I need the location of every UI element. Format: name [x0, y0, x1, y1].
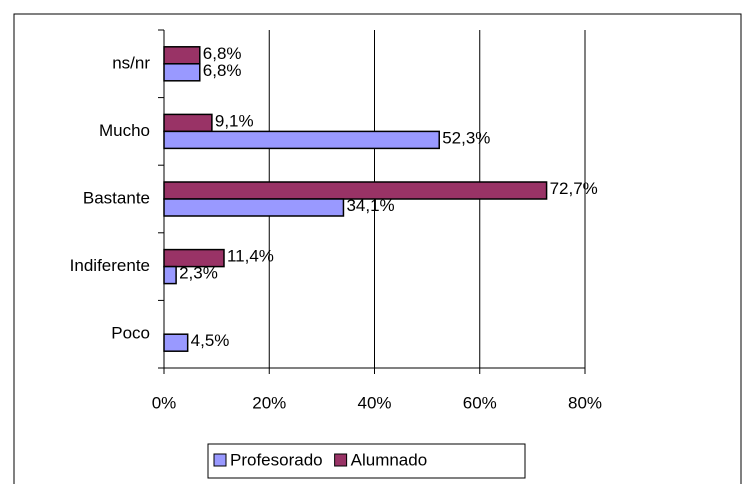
bar — [163, 265, 177, 285]
legend-label: Alumnado — [351, 450, 428, 469]
legend-label: Profesorado — [230, 450, 323, 469]
legend-swatch — [334, 453, 348, 467]
data-label: 52,3% — [442, 128, 490, 147]
data-label: 6,8% — [203, 44, 242, 63]
y-tick-label: Mucho — [99, 121, 150, 140]
y-tick-label: ns/nr — [112, 53, 150, 72]
data-label: 4,5% — [191, 331, 230, 350]
x-tick-label: 60% — [463, 393, 497, 412]
data-label: 6,8% — [203, 61, 242, 80]
data-label: 2,3% — [179, 264, 218, 283]
data-label: 72,7% — [550, 179, 598, 198]
bar — [163, 63, 201, 82]
data-label: 9,1% — [215, 111, 254, 130]
data-label: 34,1% — [346, 196, 394, 215]
y-tick-label: Indiferente — [70, 256, 150, 275]
legend-swatch — [213, 453, 227, 467]
legend-box — [207, 443, 526, 479]
bar — [163, 333, 189, 352]
y-tick-label: Poco — [111, 324, 150, 343]
x-tick-label: 0% — [152, 393, 177, 412]
x-tick-label: 40% — [357, 393, 391, 412]
x-tick-label: 20% — [252, 393, 286, 412]
bar — [163, 46, 201, 65]
bar — [163, 113, 213, 133]
x-tick-label: 80% — [568, 393, 602, 412]
y-tick-label: Bastante — [83, 188, 150, 207]
data-label: 11,4% — [227, 247, 274, 266]
bar — [163, 130, 440, 150]
chart-frame — [13, 13, 742, 484]
bar — [163, 198, 345, 217]
